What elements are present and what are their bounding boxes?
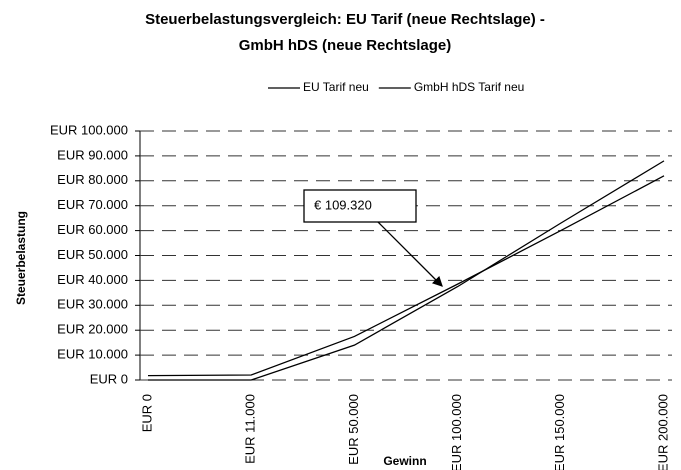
y-tick-label: EUR 80.000 xyxy=(57,172,128,187)
series-line xyxy=(147,175,665,377)
chart-title: Steuerbelastungsvergleich: EU Tarif (neu… xyxy=(145,11,545,28)
legend-label: GmbH hDS Tarif neu xyxy=(414,80,525,94)
annotation-box xyxy=(303,189,417,223)
y-tick-label: EUR 70.000 xyxy=(57,197,128,212)
x-tick-label: EUR 0 xyxy=(139,394,154,432)
legend-label: EU Tarif neu xyxy=(303,80,369,94)
y-tick-label: EUR 60.000 xyxy=(57,222,128,237)
x-tick-label: EUR 11.000 xyxy=(243,394,258,464)
annotation-arrow xyxy=(377,221,443,287)
chart-title-line: GmbH hDS (neue Rechtslage) xyxy=(239,37,452,54)
y-tick-label: EUR 50.000 xyxy=(57,247,128,262)
annotation-text: € 109.320 xyxy=(314,197,372,212)
y-tick-label: EUR 40.000 xyxy=(57,272,128,287)
y-tick-label: EUR 100.000 xyxy=(50,122,128,137)
y-axis-label: Steuerbelastung xyxy=(14,211,28,305)
y-tick-label: EUR 20.000 xyxy=(57,322,128,337)
y-tick-label: EUR 10.000 xyxy=(57,347,128,362)
series-line xyxy=(148,160,665,381)
x-tick-label: EUR 50.000 xyxy=(346,394,361,465)
y-tick-label: EUR 0 xyxy=(90,371,128,386)
x-tick-label: EUR 200.000 xyxy=(655,394,670,470)
x-tick-label: EUR 100.000 xyxy=(449,394,464,470)
x-tick-label: EUR 150.000 xyxy=(552,394,567,470)
y-tick-label: EUR 30.000 xyxy=(57,297,128,312)
y-tick-label: EUR 90.000 xyxy=(57,147,128,162)
x-axis-label: Gewinn xyxy=(383,454,426,468)
